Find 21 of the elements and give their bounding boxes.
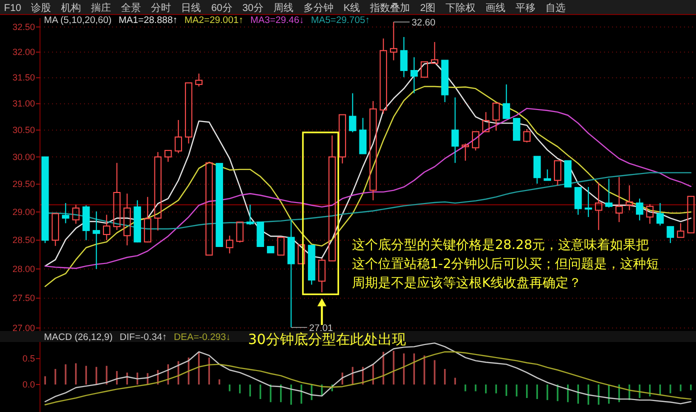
annotation: 这个底分型的关键价格是28.28元，这意味着如果把这个位置站稳1-2分钟以后可以买；但问题是，这种短周期是不是应该等这根K线收盘再确定？ bbox=[352, 237, 660, 293]
y-tick-label: 31.50 bbox=[12, 72, 35, 83]
annotation: 30分钟底分型在此处出现 bbox=[248, 332, 406, 348]
annotation: 32.60 bbox=[412, 17, 436, 28]
y-tick-label: 0.0 bbox=[22, 380, 35, 390]
y-tick-label: 30.50 bbox=[12, 125, 35, 136]
legend: MA (5,10,20,60) MA1=28.888↑ MA2=29.001↑ MA3=29.46↓ MA5=29.705↑ bbox=[44, 15, 370, 26]
y-tick-label: 31.00 bbox=[12, 98, 35, 109]
legend: MACD (26,12,9) DIF=-0.34↑ DEA=-0.293↓ bbox=[44, 332, 231, 343]
y-tick-label: 32.00 bbox=[12, 47, 35, 58]
y-tick-label: 28.50 bbox=[12, 235, 35, 246]
toolbar: F10 诊股 机构 揣庄 全景 分时 日线 60分 30分 周线 多分钟 K线 指数叠加 2图 下除权 画线 平移 自选 bbox=[4, 3, 566, 14]
y-tick-label: 27.00 bbox=[12, 322, 35, 333]
y-tick-label: 0.5 bbox=[22, 354, 35, 364]
y-tick-label: 32.50 bbox=[12, 22, 35, 32]
y-tick-label: 27.50 bbox=[12, 293, 35, 304]
y-tick-label: 29.50 bbox=[12, 179, 35, 190]
y-tick-label: 28.00 bbox=[12, 264, 35, 274]
annotation: 27.01 bbox=[309, 322, 333, 334]
y-tick-label: 30.00 bbox=[12, 152, 35, 162]
y-tick-label: 29.00 bbox=[12, 206, 35, 217]
